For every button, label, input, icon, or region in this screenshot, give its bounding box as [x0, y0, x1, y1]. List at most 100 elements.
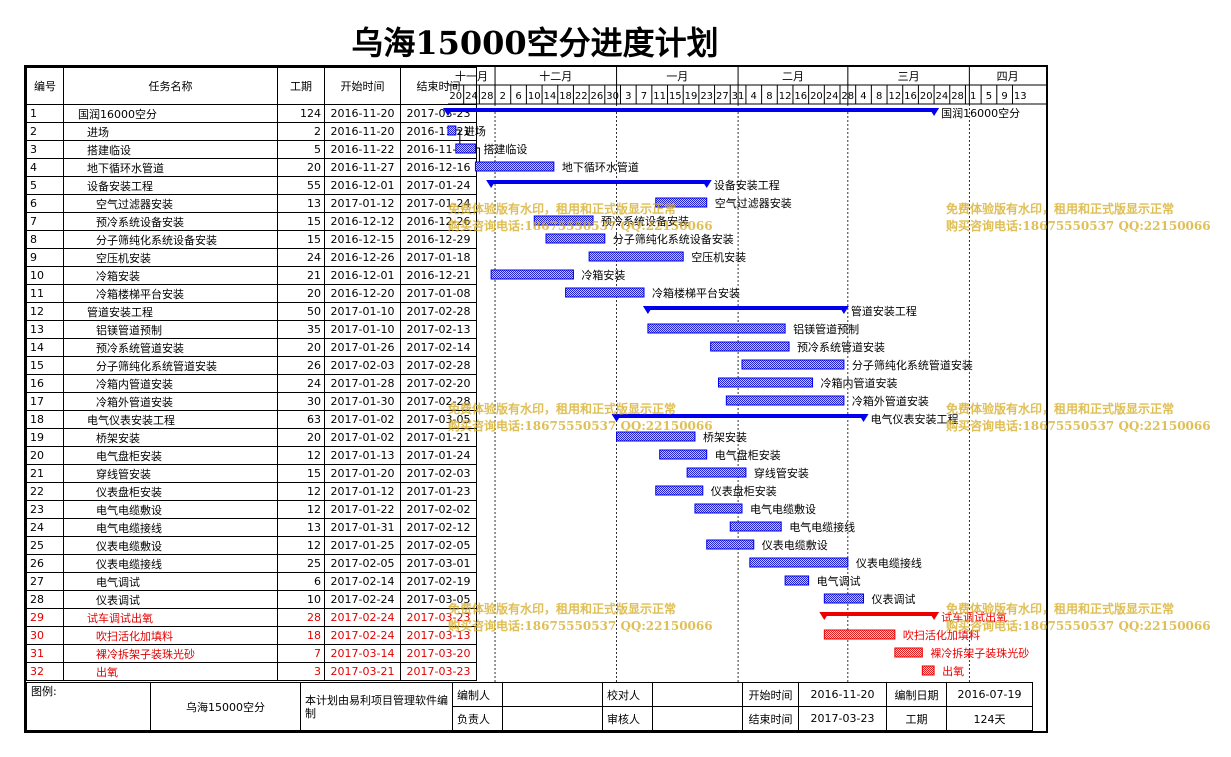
- task-bar[interactable]: [694, 503, 743, 514]
- day-label: 30: [606, 91, 619, 102]
- table-row[interactable]: 6 空气过滤器安装 13 2017-01-12 2017-01-24: [26, 194, 477, 213]
- col-header-id[interactable]: 编号: [26, 67, 64, 105]
- task-bar[interactable]: [565, 287, 645, 298]
- table-row[interactable]: 16 冷箱内管道安装 24 2017-01-28 2017-02-20: [26, 374, 477, 393]
- task-name: 穿线管安装: [63, 464, 278, 483]
- summary-start-marker: [443, 108, 453, 116]
- task-name: 电气仪表安装工程: [63, 410, 278, 429]
- task-bar[interactable]: [545, 233, 606, 244]
- table-row[interactable]: 8 分子筛纯化系统设备安装 15 2016-12-15 2016-12-29: [26, 230, 477, 249]
- task-id: 13: [26, 320, 64, 339]
- task-bar[interactable]: [894, 647, 923, 658]
- task-name: 桥架安装: [63, 428, 278, 447]
- table-row[interactable]: 3 搭建临设 5 2016-11-22 2016-11-26: [26, 140, 477, 159]
- footer-duration-value: 124天: [946, 706, 1033, 731]
- task-bar[interactable]: [749, 557, 849, 568]
- task-bar[interactable]: [588, 251, 684, 262]
- table-row[interactable]: 30 吹扫活化加填料 18 2017-02-24 2017-03-13: [26, 626, 477, 645]
- footer-reviewer-value[interactable]: [652, 706, 743, 731]
- table-row[interactable]: 17 冷箱外管道安装 30 2017-01-30 2017-02-28: [26, 392, 477, 411]
- day-label: 31: [732, 91, 745, 102]
- task-bar[interactable]: [474, 161, 555, 172]
- table-row[interactable]: 1 国润16000空分 124 2016-11-20 2017-03-23: [26, 104, 477, 123]
- task-id: 10: [26, 266, 64, 285]
- task-bar[interactable]: [729, 521, 782, 532]
- col-header-name[interactable]: 任务名称: [63, 67, 278, 105]
- task-bar[interactable]: [741, 359, 845, 370]
- task-name: 分子筛纯化系统设备安装: [63, 230, 278, 249]
- task-name: 空气过滤器安装: [63, 194, 278, 213]
- day-label: 18: [559, 91, 572, 102]
- task-duration: 28: [277, 608, 325, 627]
- day-label: 5: [986, 91, 992, 102]
- task-bar[interactable]: [710, 341, 790, 352]
- footer-editor-value[interactable]: [502, 682, 603, 707]
- summary-bar[interactable]: [824, 612, 935, 616]
- summary-start-marker: [611, 414, 622, 422]
- task-bar[interactable]: [490, 269, 574, 280]
- task-bar[interactable]: [533, 215, 594, 226]
- task-bar[interactable]: [616, 431, 696, 442]
- table-row[interactable]: 2 进场 2 2016-11-20 2016-11-21: [26, 122, 477, 141]
- table-row[interactable]: 7 预冷系统设备安装 15 2016-12-12 2016-12-26: [26, 212, 477, 231]
- task-name: 冷箱安装: [63, 266, 278, 285]
- table-row[interactable]: 25 仪表电缆敷设 12 2017-01-25 2017-02-05: [26, 536, 477, 555]
- task-start: 2017-01-30: [324, 392, 401, 411]
- task-duration: 15: [277, 230, 325, 249]
- table-row[interactable]: 23 电气电缆敷设 12 2017-01-22 2017-02-02: [26, 500, 477, 519]
- task-end: 2016-11-26: [400, 140, 477, 159]
- table-row[interactable]: 11 冷箱楼梯平台安装 20 2016-12-20 2017-01-08: [26, 284, 477, 303]
- summary-bar[interactable]: [647, 306, 844, 310]
- day-label: 6: [515, 91, 521, 102]
- task-bar[interactable]: [823, 629, 896, 640]
- task-bar[interactable]: [921, 665, 935, 676]
- footer-owner-value[interactable]: [502, 706, 603, 731]
- table-row[interactable]: 29 试车调试出氧 28 2017-02-24 2017-03-23: [26, 608, 477, 627]
- bar-label: 地下循环水管道: [562, 160, 639, 174]
- day-label: 11: [653, 91, 666, 102]
- summary-end-marker: [858, 414, 869, 422]
- day-label: 13: [1014, 91, 1027, 102]
- day-label: 14: [544, 91, 557, 102]
- bar-label: 空气过滤器安装: [715, 196, 792, 210]
- table-row[interactable]: 31 裸冷拆架子装珠光砂 7 2017-03-14 2017-03-20: [26, 644, 477, 663]
- day-label: 20: [920, 91, 933, 102]
- bar-label: 冷箱安装: [581, 268, 625, 282]
- footer-checker-value[interactable]: [652, 682, 743, 707]
- table-row[interactable]: 26 仪表电缆接线 25 2017-02-05 2017-03-01: [26, 554, 477, 573]
- task-bar[interactable]: [706, 539, 755, 550]
- col-header-duration[interactable]: 工期: [277, 67, 325, 105]
- task-end: 2017-02-14: [400, 338, 477, 357]
- bar-label: 空压机安装: [691, 250, 746, 264]
- task-bar[interactable]: [784, 575, 810, 586]
- task-bar[interactable]: [725, 395, 845, 406]
- task-bar[interactable]: [647, 323, 786, 334]
- table-row[interactable]: 15 分子筛纯化系统管道安装 26 2017-02-03 2017-02-28: [26, 356, 477, 375]
- task-bar[interactable]: [659, 449, 708, 460]
- table-row[interactable]: 21 穿线管安装 15 2017-01-20 2017-02-03: [26, 464, 477, 483]
- task-bar[interactable]: [823, 593, 865, 604]
- page-title: 乌海15000空分进度计划: [351, 24, 719, 62]
- summary-bar[interactable]: [616, 414, 864, 418]
- table-row[interactable]: 32 出氧 3 2017-03-21 2017-03-23: [26, 662, 477, 681]
- table-row[interactable]: 12 管道安装工程 50 2017-01-10 2017-02-28: [26, 302, 477, 321]
- task-bar[interactable]: [655, 197, 708, 208]
- bar-label: 铝镁管道预制: [793, 322, 859, 336]
- day-label: 1: [970, 91, 976, 102]
- summary-bar[interactable]: [448, 108, 935, 112]
- task-bar[interactable]: [655, 485, 704, 496]
- table-row[interactable]: 28 仪表调试 10 2017-02-24 2017-03-05: [26, 590, 477, 609]
- table-row[interactable]: 18 电气仪表安装工程 63 2017-01-02 2017-03-05: [26, 410, 477, 429]
- task-name: 空压机安装: [63, 248, 278, 267]
- summary-end-marker: [701, 180, 712, 188]
- bar-label: 分子筛纯化系统管道安装: [852, 358, 973, 372]
- month-label: 十一月: [455, 69, 488, 83]
- task-bar[interactable]: [717, 377, 814, 388]
- summary-bar[interactable]: [491, 180, 707, 184]
- bar-label: 国润16000空分: [941, 106, 1020, 120]
- task-bar[interactable]: [686, 467, 747, 478]
- task-start: 2017-01-02: [324, 410, 401, 429]
- bar-label: 仪表调试: [872, 592, 916, 606]
- table-row[interactable]: 20 电气盘柜安装 12 2017-01-13 2017-01-24: [26, 446, 477, 465]
- footer-end-label: 结束时间: [742, 706, 799, 731]
